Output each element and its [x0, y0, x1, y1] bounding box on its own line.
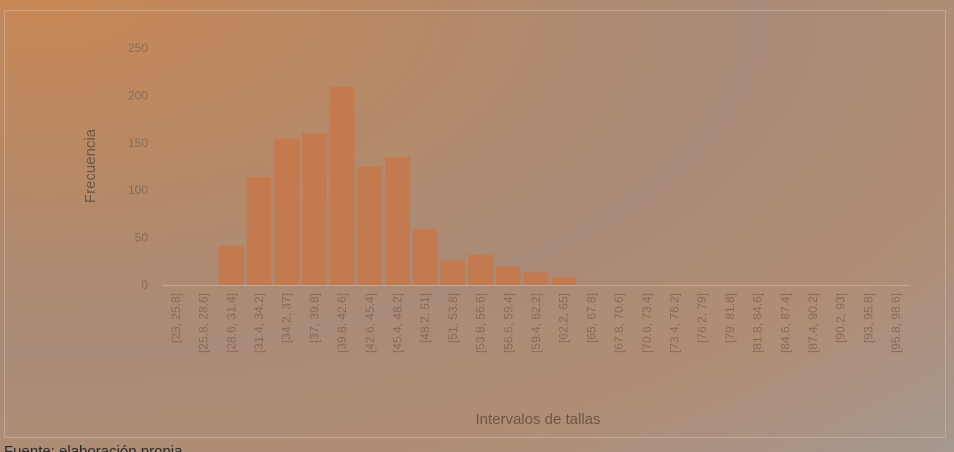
bar — [495, 266, 521, 285]
x-tick-label: [31.4, 34.2] — [252, 293, 266, 353]
x-tick-label: [37, 39.8] — [307, 293, 321, 343]
bar — [468, 254, 493, 285]
bar — [218, 246, 244, 285]
x-tick-label: [95.8, 98.6] — [889, 293, 903, 353]
y-tick-label: 0 — [141, 278, 148, 292]
y-tick-label: 200 — [128, 88, 148, 102]
y-tick-label: 100 — [128, 183, 148, 197]
x-tick-label: [65, 67.8] — [584, 293, 598, 343]
bar — [412, 229, 438, 285]
x-tick-label: [39.8, 42.6] — [335, 293, 349, 353]
bar — [302, 133, 327, 285]
y-tick-labels: 0 50 100 150 200 250 — [128, 41, 148, 292]
x-tick-label: [34.2, 37] — [280, 293, 294, 343]
bar — [329, 86, 355, 286]
x-tick-label: [53.8, 56.6] — [474, 293, 488, 353]
bar — [274, 139, 300, 285]
bar — [551, 277, 577, 285]
x-tick-label: [81.8, 84.6] — [751, 293, 765, 353]
x-tick-label: [56.6, 59.4] — [501, 293, 515, 353]
x-tick-labels: [23, 25.8] [25.8, 28.6] [28.6, 31.4] [31.4,… — [169, 293, 903, 353]
x-tick-label: [25.8, 28.6] — [197, 293, 211, 353]
bar — [246, 176, 272, 285]
bar — [440, 260, 466, 285]
x-tick-label: [76.2, 79] — [695, 293, 709, 343]
y-tick-label: 150 — [128, 136, 148, 150]
x-tick-label: [90.2, 93] — [834, 293, 848, 343]
y-axis-title: Frecuencia — [82, 128, 99, 203]
x-tick-label: [93, 95.8] — [861, 293, 875, 343]
y-tick-label: 50 — [135, 231, 149, 245]
figure-caption: Fuente: elaboración propia — [4, 443, 183, 452]
y-tick-label: 250 — [128, 41, 148, 55]
x-tick-label: [45.4, 48.2] — [390, 293, 404, 353]
x-tick-label: [70.6, 73.4] — [640, 293, 654, 353]
x-tick-label: [84.6, 87.4] — [778, 293, 792, 353]
x-tick-label: [62.2, 65] — [557, 293, 571, 343]
x-tick-label: [23, 25.8] — [169, 293, 183, 343]
x-tick-label: [67.8, 70.6] — [612, 293, 626, 353]
bar — [523, 272, 549, 285]
x-tick-label: [28.6, 31.4] — [224, 293, 238, 353]
x-tick-label: [59.4, 62.2] — [529, 293, 543, 353]
x-tick-label: [48.2, 51] — [418, 293, 432, 343]
x-tick-label: [42.6, 45.4] — [363, 293, 377, 353]
bars-group — [218, 86, 577, 286]
x-tick-label: [79, 81.8] — [723, 293, 737, 343]
chart-area: 0 50 100 150 200 250 [23, 25.8] [25.8, 28.6] [2… — [4, 10, 946, 438]
x-axis-title: Intervalos de tallas — [475, 411, 600, 428]
bar — [385, 157, 410, 285]
bar — [357, 166, 383, 285]
x-tick-label: [51, 53.8] — [446, 293, 460, 343]
x-tick-label: [73.4, 76.2] — [668, 293, 682, 353]
x-tick-label: [87.4, 90.2] — [806, 293, 820, 353]
